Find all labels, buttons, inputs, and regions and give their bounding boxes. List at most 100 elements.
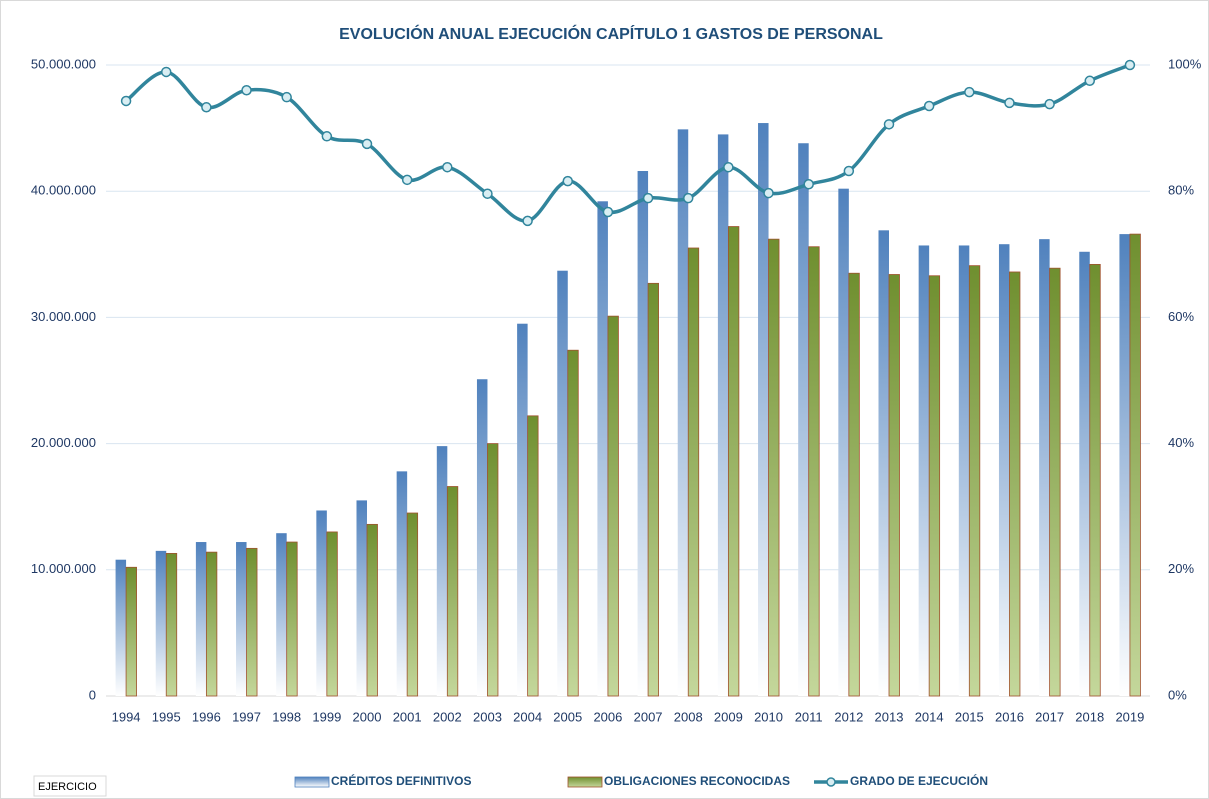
bar [396,471,408,696]
bar [205,551,218,697]
line-marker [442,161,453,173]
bar [246,547,258,697]
bar [165,552,178,697]
x-tick-label: 2008 [674,709,703,724]
bar [476,379,488,696]
bar [1009,271,1021,697]
bar [838,188,849,696]
x-tick-label: 2004 [513,709,542,724]
bar [236,542,247,696]
bar [527,415,539,697]
bar [727,226,740,697]
bar [808,246,820,697]
bar [557,270,568,696]
bar [1089,263,1101,697]
x-tick-label: 2007 [634,709,663,724]
x-tick-label: 2005 [553,709,582,724]
x-tick-label: 1994 [112,709,141,724]
bar [717,134,729,696]
line-marker [723,161,734,173]
line-marker [522,215,533,227]
bar [928,275,941,697]
line-marker [883,119,895,130]
x-tick-label: 2017 [1035,709,1064,724]
x-tick-label: 2009 [714,709,743,724]
note: EJERCICIO [38,781,97,793]
x-tick-label: 1998 [272,709,301,724]
x-tick-label: 2000 [353,709,382,724]
bar [356,500,367,696]
line-marker [602,206,614,218]
y2-tick-label: 60% [1168,309,1194,324]
line-marker [1084,75,1096,87]
line-marker [923,100,935,112]
x-tick-label: 2010 [754,709,783,724]
legend-label: CRÉDITOS DEFINITIVOS [331,773,471,788]
x-tick-label: 2014 [915,709,944,724]
legend-swatch [567,776,603,788]
bar [758,123,769,696]
y-tick-label: 40.000.000 [31,183,96,198]
chart-title: EVOLUCIÓN ANUAL EJECUCIÓN CAPÍTULO 1 GAS… [339,24,883,43]
bar [878,230,889,696]
line-marker [964,86,975,98]
line-marker [803,179,814,190]
bar [276,533,287,696]
bar [567,349,579,697]
y2-tick-label: 0% [1168,687,1187,702]
line-marker [682,192,694,204]
note-box [33,775,107,797]
x-tick-label: 1996 [192,709,221,724]
line-marker [1124,59,1136,71]
line-marker [321,131,333,142]
bar [316,510,327,696]
y-tick-label: 0 [89,687,96,702]
x-tick-label: 2013 [875,709,904,724]
bar [647,282,659,697]
bar [1129,233,1141,697]
x-tick-label: 2006 [593,709,622,724]
line-marker [763,187,774,199]
bar [366,523,378,697]
bar [597,201,608,696]
bar [677,129,689,696]
bar [517,323,528,696]
line-marker [160,66,172,78]
bar [888,274,900,697]
legend-swatch [294,776,330,788]
line-marker [1004,97,1015,109]
bar [446,486,459,697]
x-tick-label: 2019 [1115,709,1144,724]
line-marker [642,192,654,204]
bar [848,272,860,697]
legend-swatch [826,777,836,787]
y-tick-label: 50.000.000 [31,56,96,71]
bar [155,550,167,696]
legend-label: GRADO DE EJECUCIÓN [850,773,988,788]
line-marker [1044,98,1055,110]
line-marker [562,175,574,187]
bar [687,247,700,697]
bar [326,531,338,697]
bar [125,566,137,697]
x-tick-label: 1999 [312,709,341,724]
bar [1119,234,1130,696]
x-tick-label: 2001 [393,709,422,724]
bar [798,143,809,696]
bar [286,541,298,697]
bar [195,542,207,696]
y-tick-label: 20.000.000 [31,435,96,450]
x-tick-label: 2015 [955,709,984,724]
bar [918,245,930,696]
bar [1039,239,1050,696]
line-marker [401,174,413,186]
bar [487,443,499,697]
x-tick-label: 1997 [232,709,261,724]
line-marker [201,102,212,113]
x-tick-label: 2002 [433,709,462,724]
bar [436,446,448,696]
x-tick-label: 2016 [995,709,1024,724]
bar [768,238,780,697]
